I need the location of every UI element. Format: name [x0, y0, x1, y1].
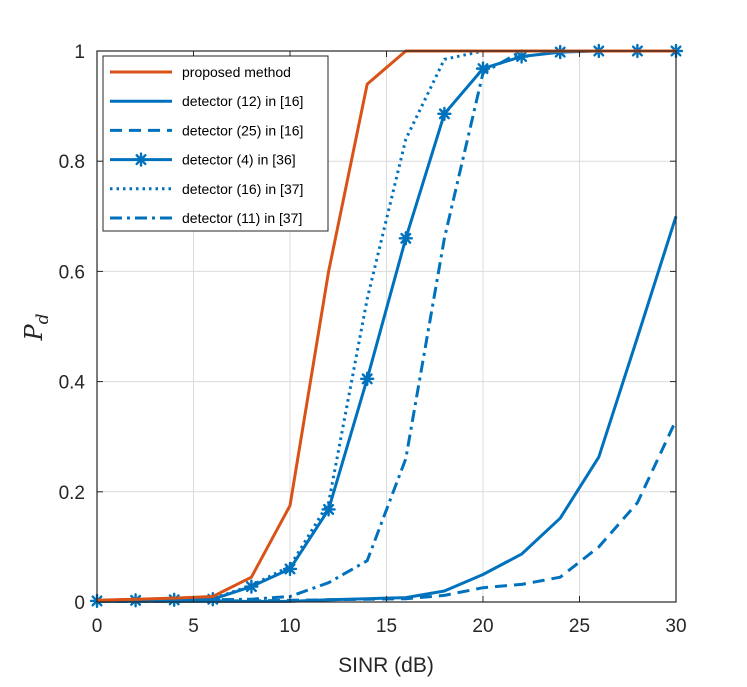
legend-entry: detector (4) in [36]: [110, 152, 296, 168]
legend-label: proposed method: [182, 64, 291, 80]
series-marker: [166, 592, 182, 607]
y-tick-label: 0: [74, 593, 85, 614]
legend-entry: detector (11) in [37]: [110, 210, 302, 226]
y-axis-label-subscript: d: [33, 313, 53, 324]
legend-entry: detector (25) in [16]: [110, 122, 303, 138]
tick-labels: 0 5 10 15 20 25 30 0 0.2 0.4 0.6 0.8 1: [59, 42, 687, 637]
svg-text:Pd: Pd: [20, 313, 53, 341]
series-marker: [244, 579, 259, 594]
y-tick-label: 0.4: [59, 373, 86, 394]
x-axis-label: SINR (dB): [338, 654, 434, 677]
x-tick-label: 25: [569, 616, 590, 637]
x-tick-label: 5: [188, 616, 199, 637]
legend-label: detector (11) in [37]: [182, 210, 302, 226]
series-marker: [475, 61, 491, 76]
x-tick-label: 30: [665, 616, 686, 637]
x-tick-label: 15: [376, 616, 397, 637]
legend-entry: detector (16) in [37]: [110, 181, 303, 197]
legend-entry: proposed method: [110, 64, 291, 80]
x-tick-label: 0: [92, 616, 103, 637]
legend-label: detector (12) in [16]: [182, 93, 303, 109]
series-marker: [514, 49, 529, 64]
y-axis-label-main: P: [20, 324, 48, 342]
y-tick-label: 1: [74, 42, 85, 63]
legend-label: detector (16) in [37]: [182, 181, 303, 197]
series-marker: [321, 502, 336, 517]
series-marker: [437, 106, 452, 122]
legend-label: detector (4) in [36]: [182, 152, 296, 168]
series-marker: [360, 371, 375, 387]
y-axis-label: Pd: [20, 313, 53, 341]
series-marker: [398, 231, 413, 246]
y-tick-label: 0.6: [59, 262, 85, 283]
legend-label: detector (25) in [16]: [182, 122, 303, 138]
y-tick-label: 0.2: [59, 483, 85, 504]
x-tick-label: 20: [472, 616, 493, 637]
x-tick-label: 10: [279, 616, 300, 637]
legend: proposed method detector (12) in [16] dete…: [102, 55, 329, 232]
series-marker: [133, 152, 149, 167]
y-tick-label: 0.8: [59, 152, 85, 173]
series-marker: [282, 561, 298, 577]
legend-box: [102, 55, 329, 232]
legend-entry: detector (12) in [16]: [110, 93, 303, 109]
